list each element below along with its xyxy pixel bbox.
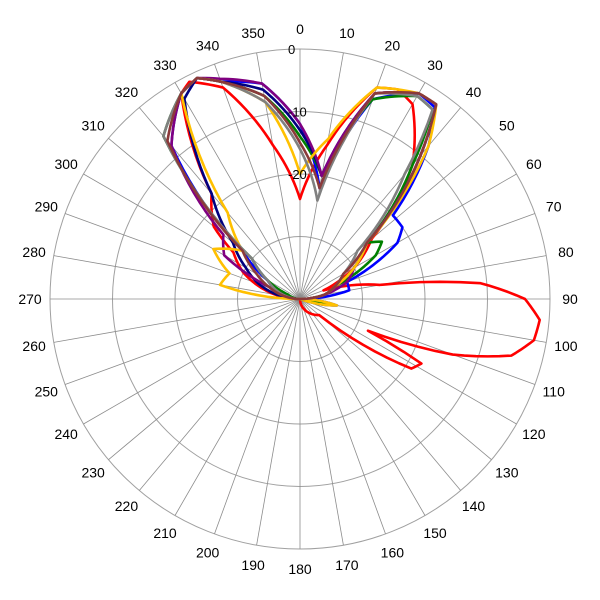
grid-spoke (299, 298, 536, 385)
grid-spoke (174, 82, 301, 300)
angle-tick-label: 110 (543, 383, 566, 399)
grid-spoke (299, 298, 426, 516)
angle-tick-label: 350 (241, 25, 265, 41)
angle-tick-label: 290 (35, 199, 59, 215)
radial-tick-labels: 0 -10 -20 (288, 42, 307, 182)
angle-tick-label: 50 (499, 117, 515, 133)
angle-tick-label: 10 (339, 25, 355, 41)
angle-tick-labels: 0 10 20 30 40 50 60 70 80 90 100 110 120 130 140 150 160… (18, 21, 578, 577)
grid-spoke (256, 298, 301, 546)
angle-tick-label: 340 (196, 37, 220, 53)
angle-tick-label: 300 (54, 156, 78, 172)
angle-tick-label: 210 (153, 525, 177, 541)
grid-spoke (214, 63, 301, 300)
angle-tick-label: 230 (81, 465, 105, 481)
grid-spoke (299, 298, 386, 535)
angle-tick-label: 90 (562, 291, 578, 307)
grid-spoke (53, 255, 301, 300)
angle-tick-label: 330 (153, 57, 177, 73)
angle-tick-label: 160 (381, 545, 405, 561)
angle-tick-label: 120 (522, 426, 546, 442)
grid-spoke (299, 298, 462, 491)
radial-tick-label: -10 (288, 105, 307, 120)
angle-tick-label: 310 (81, 117, 105, 133)
angle-tick-label: 170 (335, 557, 359, 573)
angle-tick-label: 190 (241, 557, 265, 573)
grid-spoke (214, 298, 301, 535)
grid-spoke (299, 63, 386, 300)
grid-spoke (64, 298, 301, 385)
series-line-8 (166, 76, 438, 301)
angle-tick-label: 100 (554, 338, 578, 354)
angle-tick-label: 200 (196, 545, 220, 561)
angle-tick-label: 70 (546, 199, 562, 215)
angle-tick-label: 320 (115, 84, 139, 100)
grid-spoke (108, 298, 301, 461)
radial-tick-label: -20 (288, 167, 307, 182)
angle-tick-label: 130 (495, 465, 519, 481)
grid-spoke (53, 298, 301, 343)
grid-spoke (299, 82, 426, 300)
grid-spoke (299, 107, 462, 300)
grid-spoke (299, 298, 344, 546)
grid-spoke (64, 213, 301, 300)
radial-tick-label: 0 (288, 42, 295, 57)
angle-tick-label: 150 (423, 525, 447, 541)
angle-tick-label: 140 (462, 498, 486, 514)
grid-spoke (83, 298, 301, 425)
angle-tick-label: 280 (22, 244, 46, 260)
angle-tick-label: 40 (466, 84, 482, 100)
grid-spoke (108, 137, 301, 300)
angle-tick-label: 0 (296, 21, 304, 37)
grid-spoke (299, 173, 517, 300)
angle-tick-label: 250 (35, 383, 59, 399)
angle-tick-label: 80 (558, 244, 574, 260)
grid-spoke (299, 298, 517, 425)
grid-spoke (174, 298, 301, 516)
angle-tick-label: 180 (288, 561, 312, 577)
angle-tick-label: 260 (22, 338, 46, 354)
grid-spoke (299, 298, 547, 343)
angle-tick-label: 220 (115, 498, 139, 514)
series-layer (162, 76, 542, 370)
grid-spoke (256, 52, 301, 300)
angle-tick-label: 240 (54, 426, 78, 442)
angle-tick-label: 20 (385, 37, 401, 53)
angle-tick-label: 60 (526, 156, 542, 172)
angle-tick-label: 30 (427, 57, 443, 73)
grid-spoke (138, 298, 301, 491)
angle-tick-label: 270 (18, 291, 42, 307)
